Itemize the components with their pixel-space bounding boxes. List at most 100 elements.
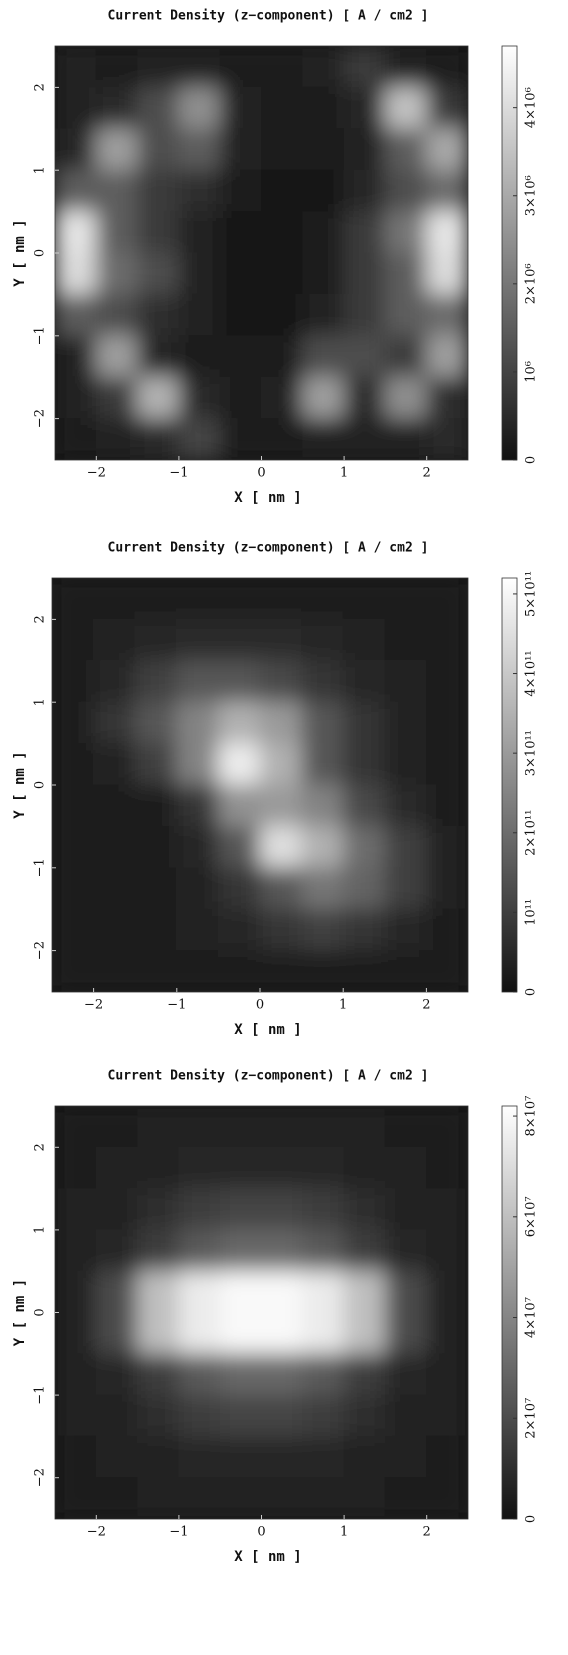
heat-cell — [384, 211, 428, 254]
y-tick-label: −1 — [33, 858, 48, 877]
heat-cell — [301, 908, 344, 952]
heat-cell — [343, 46, 386, 88]
heat-cell — [134, 867, 178, 910]
heat-cell — [178, 1188, 221, 1231]
heat-cell — [178, 46, 221, 88]
heat-cell — [178, 252, 221, 295]
heat-cell — [219, 211, 262, 254]
heat-cell — [55, 1477, 97, 1519]
heat-cell — [219, 169, 262, 213]
y-tick-label: −1 — [33, 1386, 48, 1405]
heat-cell — [426, 1394, 468, 1437]
heat-cell — [219, 1229, 262, 1272]
heat-cell — [343, 1353, 386, 1396]
heat-cell — [95, 169, 139, 213]
colorbar-tick-label: 4×10¹¹ — [524, 650, 539, 696]
heat-cell — [343, 1394, 386, 1437]
heat-cell — [342, 618, 386, 662]
heat-cell — [261, 1477, 304, 1519]
heat-cell — [425, 950, 468, 992]
heat-cell — [178, 335, 221, 378]
heat-cell — [384, 1312, 428, 1355]
heat-cell — [219, 46, 262, 88]
heat-cell — [95, 376, 139, 420]
heat-cell — [137, 293, 180, 337]
heat-cell — [55, 169, 97, 213]
heat-cell — [343, 1229, 386, 1272]
heat-cell — [137, 1477, 180, 1519]
x-tick-label: 0 — [256, 998, 264, 1013]
heat-cell — [384, 618, 427, 662]
heatmap — [55, 1106, 468, 1519]
heat-cell — [302, 169, 345, 213]
heat-cell — [95, 1146, 139, 1190]
heat-cell — [425, 743, 468, 786]
heat-cell — [95, 293, 139, 337]
x-tick-label: 2 — [422, 998, 430, 1013]
heat-cell — [178, 1146, 221, 1190]
chart-title: Current Density (z−component) [ A / cm2 … — [108, 541, 429, 556]
heat-cell — [178, 293, 221, 337]
y-tick-label: 2 — [33, 83, 48, 91]
heat-cell — [217, 908, 261, 952]
heat-cell — [219, 293, 262, 337]
heat-cell — [426, 128, 468, 171]
colorbar-tick-label: 3×10⁶ — [524, 175, 539, 216]
heat-cell — [259, 743, 303, 786]
heat-cell — [93, 660, 136, 703]
heat-cell — [219, 1312, 262, 1355]
heat-cell — [134, 578, 178, 620]
heat-cell — [426, 1188, 468, 1231]
colorbar-tick-label: 0 — [524, 988, 539, 996]
heat-cell — [301, 618, 344, 662]
x-axis-label: X [ nm ] — [234, 1549, 301, 1565]
heat-cell — [384, 128, 428, 171]
colorbar-tick-label: 6×10⁷ — [524, 1196, 539, 1237]
heat-cell — [95, 128, 139, 171]
heat-cell — [343, 418, 386, 460]
heat-cell — [176, 701, 219, 745]
heat-cell — [384, 46, 428, 88]
heat-cell — [261, 293, 304, 337]
y-axis-label: Y [ nm ] — [12, 1279, 28, 1346]
heat-cell — [178, 1312, 221, 1355]
heat-cell — [176, 660, 219, 703]
x-tick-label: −2 — [87, 1525, 106, 1540]
heat-cell — [259, 950, 303, 992]
heat-cell — [219, 252, 262, 295]
heat-cell — [384, 335, 428, 378]
colorbar-tick-label: 8×10⁷ — [524, 1096, 539, 1137]
heat-cell — [55, 128, 97, 171]
heat-cell — [302, 1353, 345, 1396]
heat-cell — [137, 418, 180, 460]
heat-cell — [301, 578, 344, 620]
heat-cell — [426, 293, 468, 337]
heat-cell — [261, 1188, 304, 1231]
heat-cell — [425, 578, 468, 620]
heat-cell — [219, 128, 262, 171]
heat-cell — [219, 1353, 262, 1396]
heat-cell — [426, 211, 468, 254]
heat-cell — [426, 46, 468, 88]
heat-cell — [384, 1394, 428, 1437]
heat-cell — [134, 701, 178, 745]
heat-cell — [176, 743, 219, 786]
heat-cell — [176, 950, 219, 992]
heat-cell — [259, 578, 303, 620]
plot-area — [52, 578, 468, 992]
chart-title: Current Density (z−component) [ A / cm2 … — [108, 1069, 429, 1084]
heat-cell — [137, 1146, 180, 1190]
heat-cell — [52, 950, 95, 992]
heat-cell — [134, 660, 178, 703]
heat-cell — [219, 1394, 262, 1437]
heat-cell — [343, 376, 386, 420]
heat-cell — [426, 1106, 468, 1148]
heat-cell — [137, 1106, 180, 1148]
heat-cell — [217, 784, 261, 827]
heat-cell — [261, 86, 304, 130]
heat-cell — [137, 252, 180, 295]
heat-cell — [384, 1146, 428, 1190]
y-tick-label: 0 — [33, 249, 48, 257]
heat-cell — [302, 1270, 345, 1313]
